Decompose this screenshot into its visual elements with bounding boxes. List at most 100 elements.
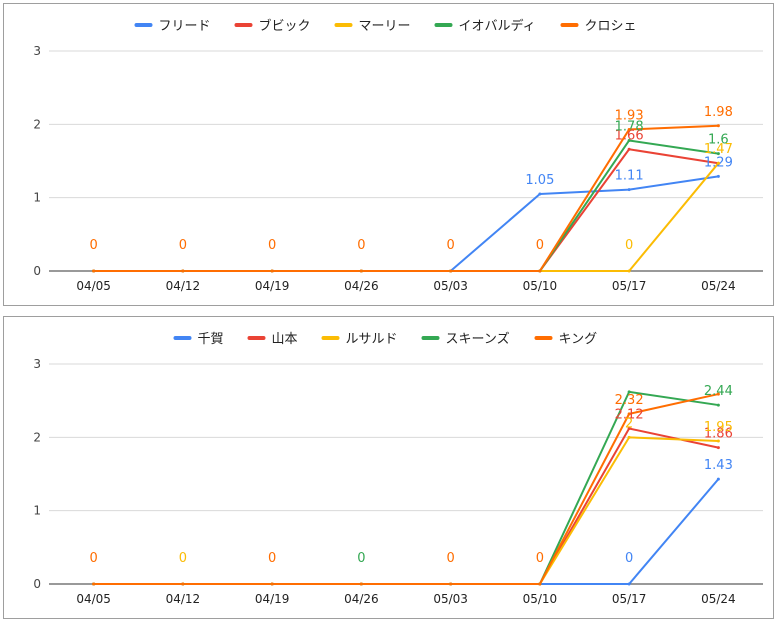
series-line — [93, 175, 719, 272]
x-tick-label: 04/26 — [344, 592, 379, 606]
x-tick-label: 05/17 — [612, 279, 647, 293]
data-label: 0 — [179, 551, 187, 566]
data-point — [181, 269, 185, 273]
data-point — [270, 582, 274, 586]
legend-item: キング — [534, 332, 598, 347]
data-point — [627, 582, 631, 586]
data-point — [449, 269, 453, 273]
chart-panel-2: 千賀 山本 ルサルド スキーンズ キング 0 1 2 3 04/05 04/12 04/19 04/26… — [3, 316, 774, 619]
data-label: 1.43 — [704, 458, 733, 473]
data-label: 1.98 — [704, 105, 733, 120]
data-point — [627, 147, 631, 151]
chart-panel-1: フリード ブビック マーリー イオバルディ クロシェ 0 1 2 3 04/05 04/12 04/1… — [3, 3, 774, 306]
data-point — [627, 427, 631, 431]
legend-label: マーリー — [359, 19, 411, 34]
data-point — [627, 390, 631, 394]
data-point — [627, 269, 631, 273]
data-point — [716, 152, 720, 156]
y-tick-label: 0 — [33, 264, 41, 278]
y-tick-label: 0 — [33, 577, 41, 591]
data-point — [716, 446, 720, 450]
data-point — [92, 269, 96, 273]
legend: 千賀 山本 ルサルド スキーンズ キング — [173, 331, 598, 347]
data-label: 0 — [89, 238, 97, 253]
y-tick-label: 1 — [33, 504, 41, 518]
data-point — [538, 192, 542, 196]
data-point — [181, 582, 185, 586]
data-label: 1.66 — [615, 128, 644, 143]
data-point — [716, 392, 720, 396]
data-point — [627, 435, 631, 439]
data-label: 1.78 — [615, 119, 644, 134]
legend: フリード ブビック マーリー イオバルディ クロシェ — [134, 18, 637, 34]
line-chart-1: フリード ブビック マーリー イオバルディ クロシェ 0 1 2 3 04/05 04/12 04/1… — [33, 18, 763, 293]
data-point — [270, 269, 274, 273]
data-point — [716, 161, 720, 165]
data-label: 0 — [268, 238, 276, 253]
data-point — [538, 269, 542, 273]
x-tick-label: 05/03 — [433, 279, 468, 293]
y-tick-label: 2 — [33, 430, 41, 444]
data-label: 0 — [625, 551, 633, 566]
x-tick-label: 04/05 — [76, 279, 111, 293]
legend-label: クロシェ — [585, 19, 637, 34]
data-point — [359, 582, 363, 586]
data-label: 1.05 — [525, 173, 554, 188]
legend-item: ブビック — [234, 18, 311, 34]
legend-label: ブビック — [259, 18, 311, 34]
data-point — [716, 477, 720, 481]
y-tick-label: 1 — [33, 191, 41, 205]
data-label: 1.93 — [615, 108, 644, 123]
legend-item: クロシェ — [560, 19, 637, 34]
x-tick-label: 05/10 — [523, 279, 558, 293]
x-tick-label: 05/03 — [433, 592, 468, 606]
line-chart-2: 千賀 山本 ルサルド スキーンズ キング 0 1 2 3 04/05 04/12 04/19 04/26… — [33, 331, 763, 606]
y-tick-label: 3 — [33, 44, 41, 58]
legend-label: ルサルド — [346, 332, 398, 347]
x-tick-label: 05/24 — [701, 592, 736, 606]
data-point — [627, 412, 631, 416]
data-label: 2 — [625, 416, 633, 431]
legend-item: スキーンズ — [421, 331, 510, 347]
x-tick-label: 05/24 — [701, 279, 736, 293]
data-label: 0 — [446, 551, 454, 566]
legend-item: 山本 — [247, 332, 298, 347]
legend-label: イオバルディ — [459, 18, 536, 34]
data-label: 0 — [357, 551, 365, 566]
y-tick-label: 3 — [33, 357, 41, 371]
data-label: 1.47 — [704, 142, 733, 157]
legend-label: キング — [559, 332, 598, 347]
x-tick-label: 05/10 — [523, 592, 558, 606]
data-point — [92, 582, 96, 586]
data-label: 0 — [179, 238, 187, 253]
data-label: 0 — [357, 238, 365, 253]
x-tick-label: 04/19 — [255, 279, 290, 293]
data-label: 0 — [446, 238, 454, 253]
legend-item: ルサルド — [321, 332, 398, 347]
legend-label: フリード — [159, 19, 211, 34]
x-tick-label: 05/17 — [612, 592, 647, 606]
legend-label: 山本 — [272, 332, 298, 347]
data-label: 1.95 — [704, 420, 733, 435]
data-point — [716, 439, 720, 443]
data-point — [538, 582, 542, 586]
data-label: 1.6 — [708, 133, 729, 148]
data-label: 0 — [536, 238, 544, 253]
data-point — [627, 188, 631, 192]
data-label: 1.11 — [615, 169, 644, 184]
x-tick-label: 04/12 — [166, 279, 201, 293]
data-label: 0 — [89, 551, 97, 566]
data-point — [359, 269, 363, 273]
y-tick-label: 2 — [33, 117, 41, 131]
data-point — [627, 127, 631, 131]
legend-label: スキーンズ — [446, 331, 510, 347]
series-line — [93, 393, 719, 585]
data-label: 0 — [536, 551, 544, 566]
series-line — [93, 478, 720, 585]
x-tick-label: 04/05 — [76, 592, 111, 606]
legend-item: マーリー — [334, 19, 411, 34]
data-point — [716, 403, 720, 407]
data-label: 0 — [268, 551, 276, 566]
data-point — [449, 582, 453, 586]
x-tick-label: 04/19 — [255, 592, 290, 606]
